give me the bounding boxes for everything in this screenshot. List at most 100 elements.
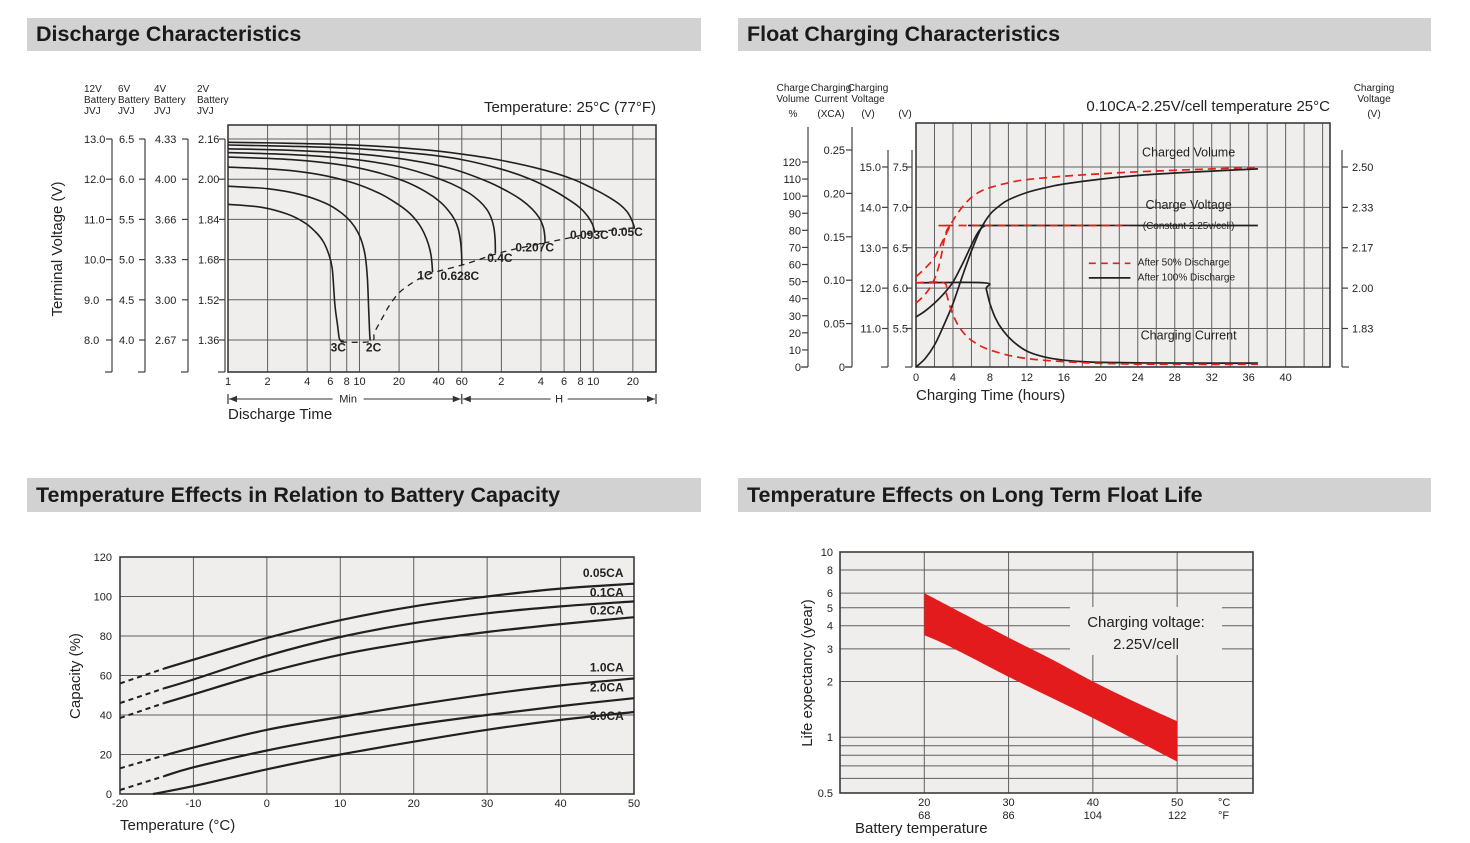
- curve-3C: [227, 203, 344, 343]
- plot-area: [916, 123, 1330, 367]
- svg-text:4.00: 4.00: [155, 174, 176, 186]
- svg-text:10: 10: [821, 547, 833, 559]
- svg-text:12: 12: [1021, 372, 1033, 384]
- svg-text:80: 80: [789, 225, 801, 237]
- curve-end-of-discharge-locus: [340, 227, 635, 343]
- svg-text:8: 8: [577, 376, 583, 388]
- svg-text:8: 8: [827, 565, 833, 577]
- svg-text:Charging: Charging: [811, 83, 852, 94]
- svg-text:1: 1: [225, 376, 231, 388]
- svg-text:14.0: 14.0: [860, 202, 881, 214]
- label-temperature-note: Temperature: 25°C (77°F): [484, 99, 656, 116]
- curve-0.1CA: [163, 600, 635, 690]
- svg-text:40: 40: [554, 798, 566, 810]
- svg-text:Charging: Charging: [848, 83, 889, 94]
- svg-text:60: 60: [100, 671, 112, 683]
- svg-text:13.0: 13.0: [860, 243, 881, 255]
- label-legend-50pct: After 50% Discharge: [1138, 258, 1230, 269]
- label-y-axis-title: Terminal Voltage (V): [49, 181, 66, 316]
- svg-text:Voltage: Voltage: [1357, 94, 1391, 105]
- label-rate-0093c: 0.093C: [570, 228, 609, 242]
- svg-text:2.67: 2.67: [155, 335, 176, 347]
- curve-3.0CA: [152, 710, 635, 796]
- svg-text:0: 0: [264, 798, 270, 810]
- label-constant-voltage-note: (Constant 2.25v/cell): [1143, 221, 1235, 232]
- svg-text:40: 40: [100, 710, 112, 722]
- svg-text:JVJ: JVJ: [84, 106, 101, 117]
- label-x-axis-title: Charging Time (hours): [916, 387, 1065, 404]
- curve-2.0CA: [163, 697, 635, 778]
- svg-text:0: 0: [913, 372, 919, 384]
- label-rate-0207c: 0.207C: [515, 240, 554, 254]
- svg-text:0.25: 0.25: [824, 145, 845, 157]
- plot-area: [228, 125, 656, 372]
- svg-text:6V: 6V: [118, 84, 131, 95]
- label-rate-005c: 0.05C: [611, 225, 643, 239]
- svg-text:2.17: 2.17: [1352, 243, 1373, 255]
- svg-text:110: 110: [783, 174, 801, 186]
- svg-text:7.5: 7.5: [893, 162, 908, 174]
- svg-text:90: 90: [789, 208, 801, 220]
- svg-text:6: 6: [561, 376, 567, 388]
- svg-text:3.00: 3.00: [155, 295, 176, 307]
- svg-text:JVJ: JVJ: [197, 106, 214, 117]
- svg-text:8.0: 8.0: [84, 335, 99, 347]
- svg-text:(XCA): (XCA): [817, 109, 844, 120]
- label-y-axis-title: Capacity (%): [67, 633, 84, 719]
- label-unit-fahrenheit: °F: [1218, 810, 1229, 822]
- svg-text:10: 10: [789, 345, 801, 357]
- label-rate-02ca: 0.2CA: [590, 603, 624, 617]
- svg-text:104: 104: [1084, 810, 1102, 822]
- svg-text:5.0: 5.0: [119, 255, 134, 267]
- curve-0.05CA: [163, 582, 635, 670]
- label-x-axis-title: Battery temperature: [855, 820, 988, 837]
- label-rate-0628c: 0.628C: [441, 269, 480, 283]
- svg-text:50: 50: [1171, 797, 1183, 809]
- label-rate-04c: 0.4C: [487, 251, 513, 265]
- svg-text:Min: Min: [339, 394, 357, 406]
- curve-charged-volume-100pct: [915, 168, 1258, 368]
- section-header-discharge: Discharge Characteristics: [27, 18, 701, 51]
- chart-discharge-characteristics: 13.012.011.010.09.08.012VBatteryJVJ6.56.…: [49, 84, 657, 423]
- svg-text:3: 3: [827, 644, 833, 656]
- svg-text:6.0: 6.0: [893, 283, 908, 295]
- svg-text:24: 24: [1132, 372, 1144, 384]
- svg-text:4.0: 4.0: [119, 335, 134, 347]
- svg-text:1: 1: [827, 732, 833, 744]
- svg-text:0.05: 0.05: [824, 319, 845, 331]
- svg-text:1.84: 1.84: [198, 214, 219, 226]
- curve-2C: [227, 185, 372, 342]
- curve-0.2CA-lead: [119, 702, 165, 719]
- label-rate-3c: 3C: [331, 340, 347, 354]
- label-rate-1c: 1C: [417, 268, 433, 282]
- svg-text:30: 30: [789, 311, 801, 323]
- svg-text:1.52: 1.52: [198, 295, 219, 307]
- label-rate-005ca: 0.05CA: [583, 566, 624, 580]
- svg-text:8: 8: [344, 376, 350, 388]
- label-rate-01ca: 0.1CA: [590, 586, 624, 600]
- svg-text:(V): (V): [1367, 109, 1380, 120]
- svg-text:7.0: 7.0: [893, 202, 908, 214]
- section-title-temp-float-life: Temperature Effects on Long Term Float L…: [747, 483, 1203, 507]
- svg-text:Voltage: Voltage: [851, 94, 885, 105]
- svg-text:60: 60: [789, 260, 801, 272]
- svg-text:10: 10: [587, 376, 599, 388]
- curve-0.628C: [227, 156, 463, 266]
- curve-0.2CA: [163, 616, 635, 705]
- svg-text:2.50: 2.50: [1352, 162, 1373, 174]
- curve-charging-current-100pct: [915, 281, 1258, 364]
- label-charging-current-label: Charging Current: [1141, 329, 1237, 343]
- svg-text:12V: 12V: [84, 84, 102, 95]
- svg-text:JVJ: JVJ: [118, 106, 135, 117]
- svg-text:20: 20: [100, 750, 112, 762]
- svg-text:Current: Current: [814, 94, 848, 105]
- label-legend-100pct: After 100% Discharge: [1138, 272, 1236, 283]
- svg-text:H: H: [555, 394, 563, 406]
- svg-text:(V): (V): [861, 109, 874, 120]
- svg-text:6.5: 6.5: [893, 243, 908, 255]
- svg-text:60: 60: [456, 376, 468, 388]
- curve-1.0CA: [163, 677, 635, 757]
